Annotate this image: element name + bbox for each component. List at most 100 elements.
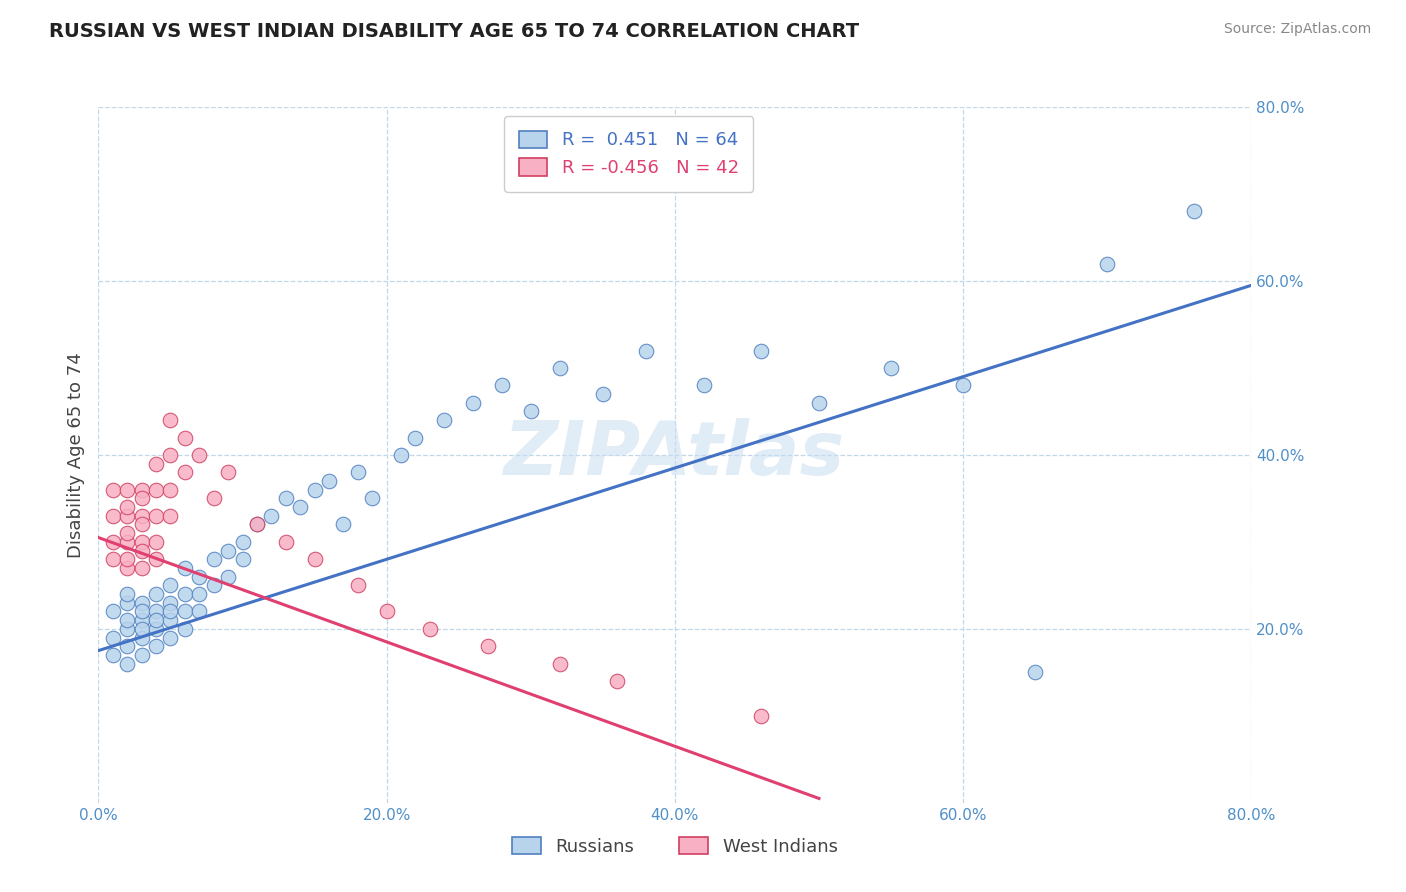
Point: [101, 605, 124, 619]
Point: [304, 483, 326, 497]
Point: [304, 552, 326, 566]
Point: [101, 483, 124, 497]
Point: [145, 613, 167, 627]
Point: [101, 508, 124, 523]
Point: [174, 431, 197, 445]
Point: [548, 360, 571, 375]
Point: [188, 448, 211, 462]
Point: [405, 431, 427, 445]
Point: [346, 466, 368, 480]
Point: [477, 639, 499, 653]
Point: [131, 596, 153, 610]
Point: [159, 631, 181, 645]
Point: [274, 491, 297, 506]
Point: [246, 517, 269, 532]
Point: [101, 648, 124, 662]
Point: [145, 508, 167, 523]
Point: [159, 613, 181, 627]
Point: [433, 413, 456, 427]
Point: [274, 534, 297, 549]
Point: [117, 613, 138, 627]
Point: [952, 378, 974, 392]
Point: [131, 613, 153, 627]
Point: [117, 483, 138, 497]
Point: [174, 466, 197, 480]
Point: [131, 517, 153, 532]
Point: [131, 561, 153, 575]
Text: Source: ZipAtlas.com: Source: ZipAtlas.com: [1223, 22, 1371, 37]
Text: ZIPAtlas: ZIPAtlas: [505, 418, 845, 491]
Point: [131, 622, 153, 636]
Point: [290, 500, 312, 514]
Point: [520, 404, 543, 418]
Point: [117, 639, 138, 653]
Point: [159, 413, 181, 427]
Point: [636, 343, 658, 358]
Point: [145, 534, 167, 549]
Point: [117, 508, 138, 523]
Point: [188, 587, 211, 601]
Point: [217, 570, 239, 584]
Point: [117, 526, 138, 541]
Point: [101, 552, 124, 566]
Point: [217, 466, 239, 480]
Point: [491, 378, 513, 392]
Point: [131, 605, 153, 619]
Point: [117, 500, 138, 514]
Point: [131, 491, 153, 506]
Y-axis label: Disability Age 65 to 74: Disability Age 65 to 74: [66, 352, 84, 558]
Point: [231, 552, 254, 566]
Point: [217, 543, 239, 558]
Point: [101, 631, 124, 645]
Point: [117, 534, 138, 549]
Point: [117, 596, 138, 610]
Point: [159, 596, 181, 610]
Legend: Russians, West Indians: Russians, West Indians: [498, 822, 852, 871]
Point: [145, 483, 167, 497]
Point: [145, 622, 167, 636]
Point: [461, 396, 484, 410]
Point: [131, 508, 153, 523]
Point: [174, 622, 197, 636]
Point: [389, 448, 412, 462]
Point: [1097, 256, 1119, 270]
Point: [419, 622, 441, 636]
Point: [606, 674, 628, 689]
Point: [202, 578, 225, 592]
Point: [548, 657, 571, 671]
Text: RUSSIAN VS WEST INDIAN DISABILITY AGE 65 TO 74 CORRELATION CHART: RUSSIAN VS WEST INDIAN DISABILITY AGE 65…: [49, 22, 859, 41]
Point: [1182, 204, 1205, 219]
Point: [751, 343, 773, 358]
Point: [592, 387, 614, 401]
Point: [361, 491, 384, 506]
Point: [260, 508, 283, 523]
Point: [101, 534, 124, 549]
Point: [117, 552, 138, 566]
Point: [188, 605, 211, 619]
Point: [159, 483, 181, 497]
Point: [318, 474, 340, 488]
Point: [131, 648, 153, 662]
Point: [246, 517, 269, 532]
Point: [131, 543, 153, 558]
Point: [145, 605, 167, 619]
Point: [332, 517, 354, 532]
Point: [807, 396, 830, 410]
Point: [174, 561, 197, 575]
Point: [202, 491, 225, 506]
Point: [131, 534, 153, 549]
Point: [174, 587, 197, 601]
Point: [159, 605, 181, 619]
Point: [145, 639, 167, 653]
Point: [1024, 665, 1046, 680]
Point: [117, 657, 138, 671]
Point: [145, 552, 167, 566]
Point: [131, 483, 153, 497]
Point: [174, 605, 197, 619]
Point: [375, 605, 398, 619]
Point: [117, 561, 138, 575]
Point: [188, 570, 211, 584]
Point: [751, 708, 773, 723]
Point: [145, 587, 167, 601]
Point: [159, 578, 181, 592]
